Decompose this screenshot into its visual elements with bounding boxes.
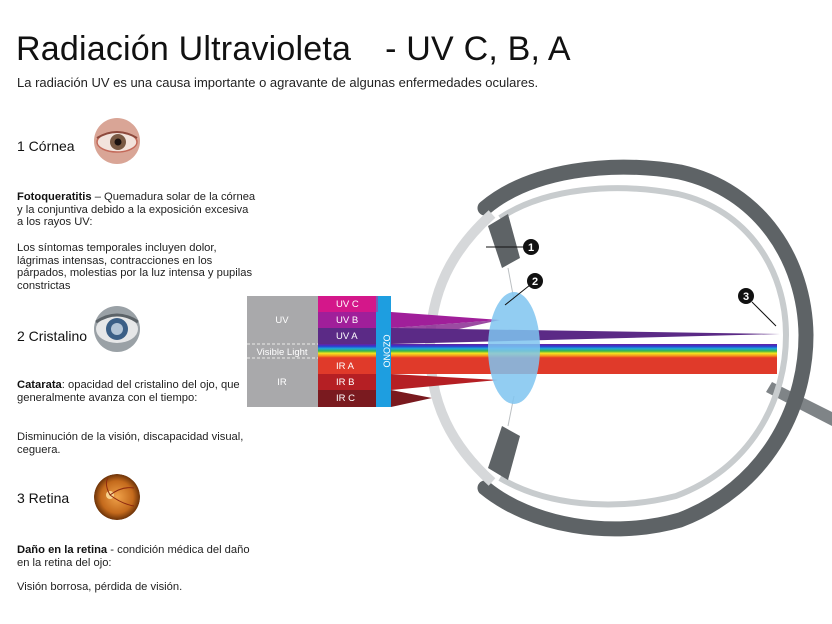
uva-beam <box>391 328 780 344</box>
visible-group-label: Visible Light <box>256 347 307 358</box>
marker-2-leader <box>504 284 531 306</box>
irb-beam <box>391 374 498 390</box>
uvb-beam <box>391 312 500 328</box>
section-heading-lens: 2 Cristalino <box>17 328 88 344</box>
irb-band-box <box>318 374 376 390</box>
marker-3 <box>738 288 754 304</box>
ir-group-box <box>247 358 318 407</box>
irc-band-box <box>318 390 376 407</box>
marker-2 <box>527 273 543 289</box>
uvc-band-box <box>318 296 376 312</box>
visible-band-box <box>318 344 376 358</box>
marker-2-label: 2 <box>532 276 538 288</box>
lens-condition-term: Catarata <box>17 379 62 391</box>
ozone-label: OZONO <box>382 335 392 368</box>
marker-3-leader <box>751 301 777 327</box>
uva-band-label: UV A <box>336 331 358 342</box>
retina-symptoms: Visión borrosa, pérdida de visión. <box>17 581 183 593</box>
irb-band-label: IR B <box>336 377 354 388</box>
cornea-condition-term: Fotoqueratitis <box>17 191 92 203</box>
uv-group-box <box>247 296 318 344</box>
lens-symptoms: Disminución de la visión, discapacidad v… <box>17 431 244 456</box>
eye-sclera <box>477 159 814 537</box>
uvc-band-label: UV C <box>336 299 359 310</box>
page-title: Radiación Ultravioleta - UV C, B, A <box>16 30 571 68</box>
cornea-condition-desc: – Quemadura solar de la córnea y la conj… <box>17 191 256 229</box>
page-subtitle: La radiación UV es una causa importante … <box>17 75 539 90</box>
marker-3-label: 3 <box>743 291 749 303</box>
ozone-layer-bar <box>376 296 391 407</box>
lens-cataract-photo <box>94 306 140 352</box>
crystalline-lens <box>488 292 540 404</box>
cornea-eye-photo <box>94 118 140 164</box>
iris-bottom <box>488 426 520 480</box>
uv-group-label: UV <box>275 315 289 326</box>
visible-group-box <box>247 344 318 358</box>
visible-light-beam <box>391 344 777 358</box>
ira-beam <box>391 358 777 374</box>
irc-band-label: IR C <box>336 393 355 404</box>
retina-condition-desc: - condición médica del daño en la retina… <box>17 544 250 569</box>
ira-band-box <box>318 358 376 374</box>
irc-beam <box>391 390 432 407</box>
iris-top <box>488 214 520 268</box>
section-heading-cornea: 1 Córnea <box>17 138 75 154</box>
cornea-condition-text: Fotoqueratitis – Quemadura solar de la c… <box>17 191 257 229</box>
lens-condition-text: Catarata: opacidad del cristalino del oj… <box>17 379 257 404</box>
lens-condition-desc: : opacidad del cristalino del ojo, que g… <box>17 379 240 404</box>
marker-1-label: 1 <box>528 242 534 254</box>
marker-1 <box>523 239 539 255</box>
uvb-band-label: UV B <box>336 315 358 326</box>
retina-condition-text: Daño en la retina - condición médica del… <box>17 544 257 569</box>
eye-retina-layer <box>498 185 790 508</box>
cornea-symptoms: Los síntomas temporales incluyen dolor, … <box>17 242 253 292</box>
ira-band-label: IR A <box>336 361 355 372</box>
retina-condition-term: Daño en la retina <box>17 544 108 556</box>
uva-band-box <box>318 328 376 344</box>
ir-group-label: IR <box>277 377 287 388</box>
retina-fundus-photo <box>94 474 140 520</box>
uvb-band-box <box>318 312 376 328</box>
section-heading-retina: 3 Retina <box>17 490 70 506</box>
